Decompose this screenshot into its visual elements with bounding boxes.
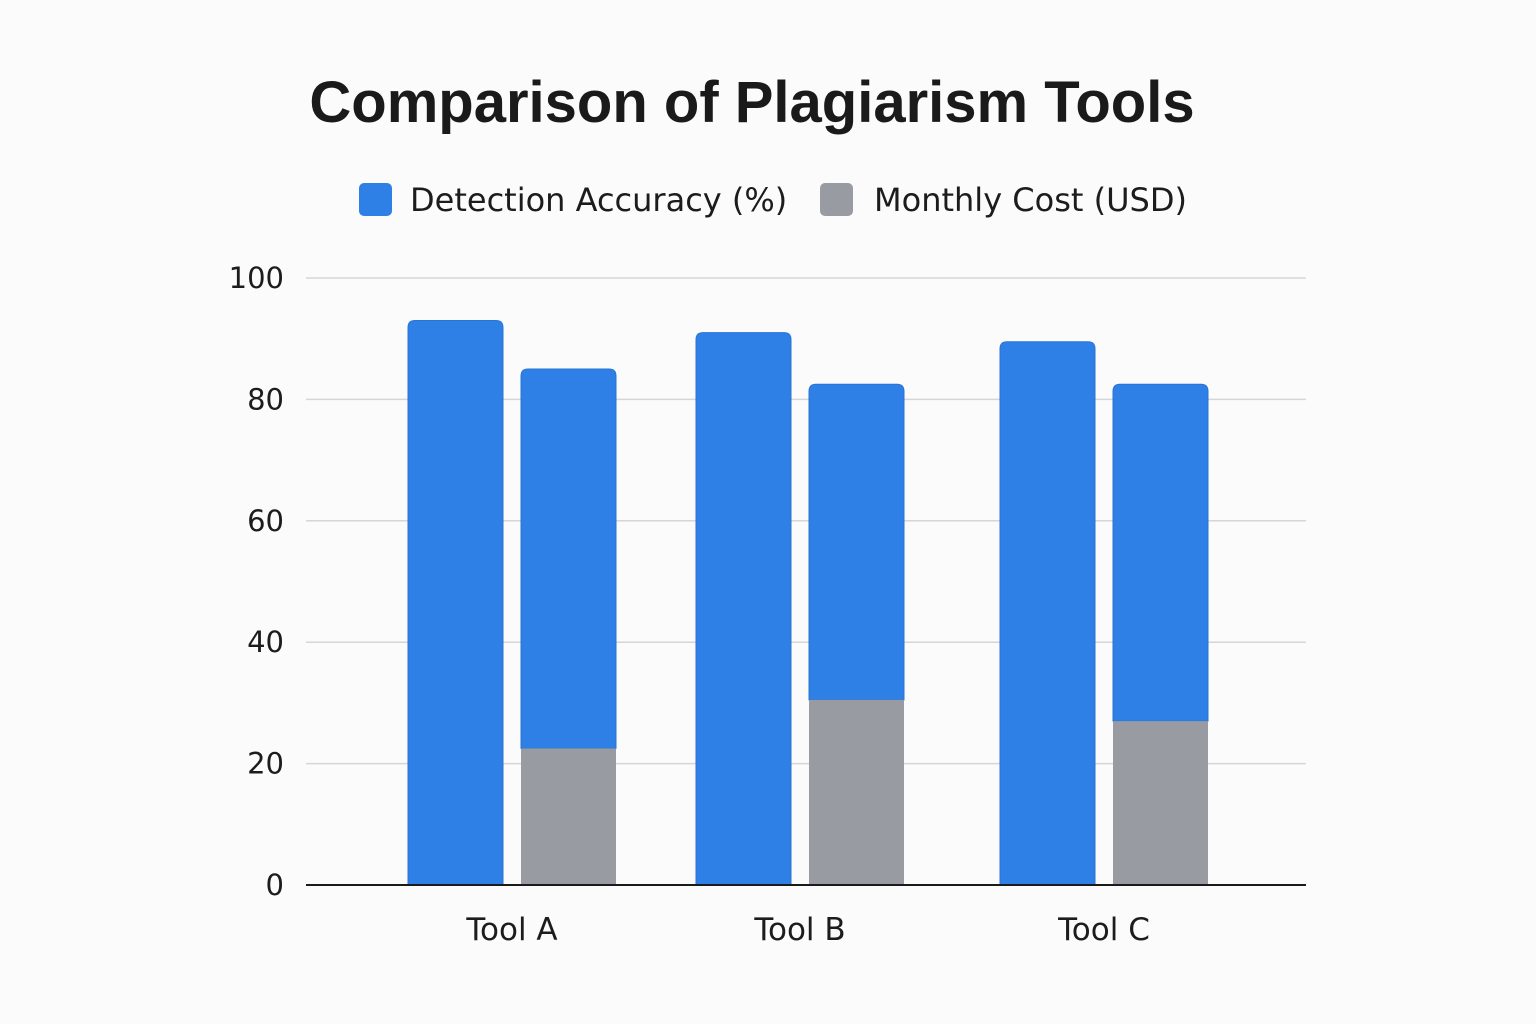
legend: Detection Accuracy (%) Monthly Cost (USD…: [359, 181, 1187, 219]
y-axis-ticks: 0 20 40 60 80 100: [229, 261, 284, 902]
bar-accuracy-tool-a: [407, 319, 504, 886]
bars: [407, 319, 1209, 886]
bar-upper-segment-tool-c: [1112, 383, 1209, 722]
y-tick-label: 20: [247, 747, 284, 781]
legend-swatch-cost: [820, 183, 853, 216]
chart-title: Comparison of Plagiarism Tools: [309, 70, 1194, 135]
y-tick-label: 60: [247, 504, 284, 538]
y-tick-label: 0: [266, 868, 284, 902]
legend-label-accuracy: Detection Accuracy (%): [410, 181, 787, 219]
y-tick-label: 40: [247, 625, 284, 659]
y-tick-label: 80: [247, 382, 284, 416]
bar-accuracy-tool-c: [999, 341, 1096, 886]
legend-swatch-accuracy: [359, 183, 392, 216]
bar-upper-segment-tool-b: [808, 383, 905, 701]
bar-cost-tool-c: [1113, 721, 1208, 885]
x-category-label: Tool B: [753, 912, 845, 948]
y-tick-label: 100: [229, 261, 284, 295]
legend-label-cost: Monthly Cost (USD): [874, 181, 1187, 219]
bar-cost-tool-b: [809, 699, 904, 885]
x-axis-categories: Tool A Tool B Tool C: [465, 912, 1150, 948]
bar-cost-tool-a: [521, 748, 616, 885]
x-category-label: Tool C: [1057, 912, 1150, 948]
bar-accuracy-tool-b: [695, 332, 792, 886]
x-category-label: Tool A: [465, 912, 557, 948]
bar-upper-segment-tool-a: [520, 368, 617, 749]
